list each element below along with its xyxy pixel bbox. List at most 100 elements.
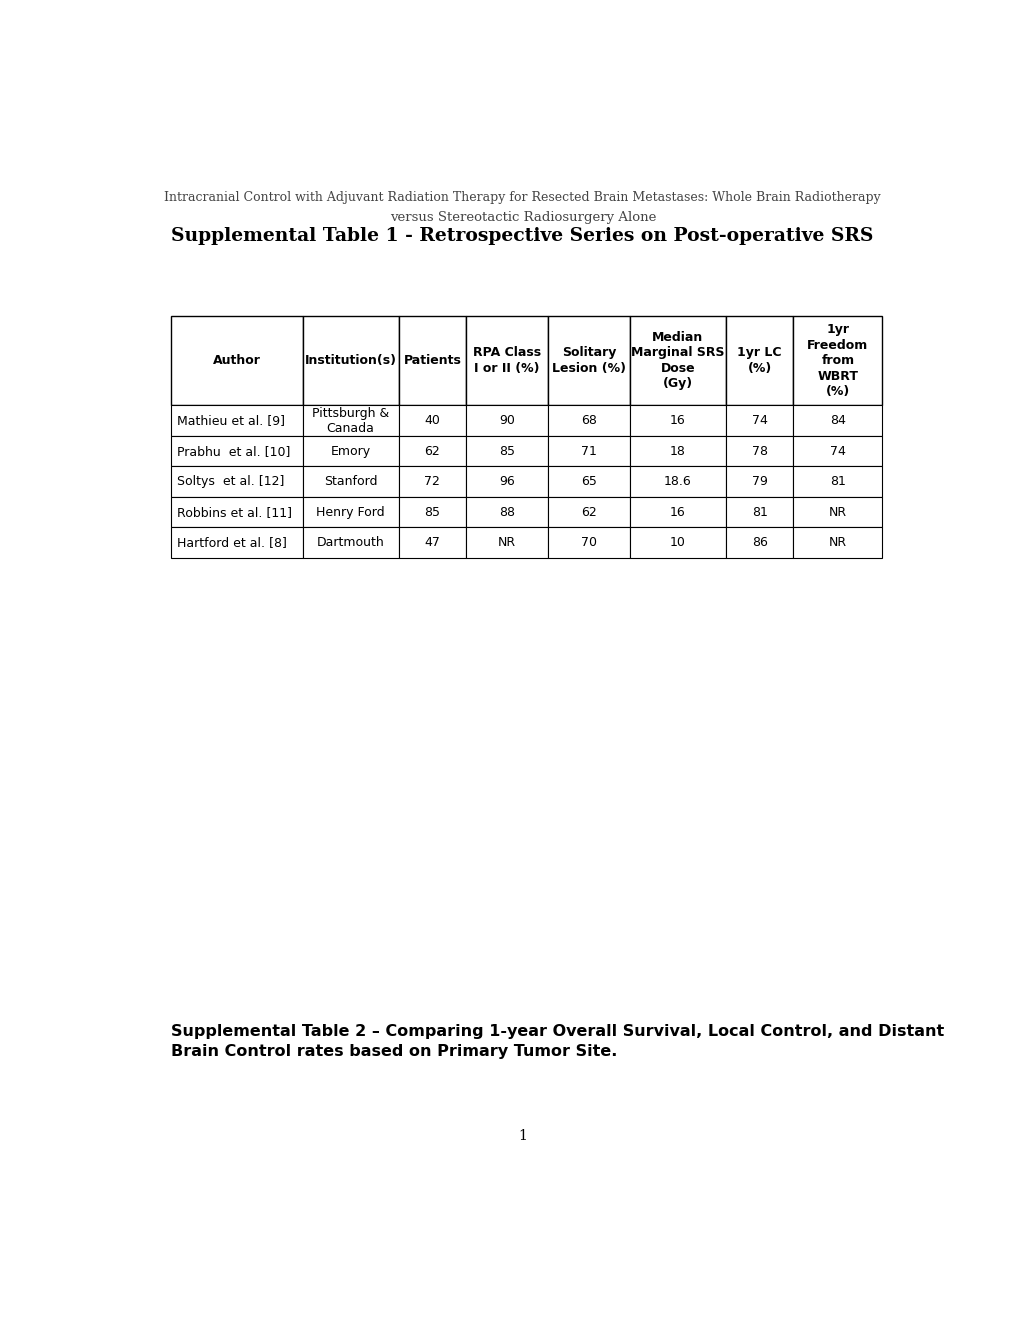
Bar [793,315,881,405]
Text: NR: NR [497,536,516,549]
Text: 84: 84 [829,414,845,428]
Bar [171,528,303,558]
Text: Emory: Emory [330,445,370,458]
Bar [303,405,398,436]
Bar [726,436,793,466]
Bar [398,496,466,528]
Text: 81: 81 [751,506,767,519]
Bar [466,405,547,436]
Bar [171,436,303,466]
Bar [793,496,881,528]
Text: Intracranial Control with Adjuvant Radiation Therapy for Resected Brain Metastas: Intracranial Control with Adjuvant Radia… [164,190,880,203]
Text: 79: 79 [751,475,767,488]
Text: 85: 85 [424,506,440,519]
Text: Institution(s): Institution(s) [305,354,396,367]
Bar [547,528,630,558]
Bar [726,466,793,496]
Text: 70: 70 [581,536,596,549]
Text: Mathieu et al. [9]: Mathieu et al. [9] [176,414,284,428]
Text: 96: 96 [498,475,515,488]
Bar [630,405,726,436]
Bar [303,466,398,496]
Text: 72: 72 [424,475,440,488]
Text: 1yr
Freedom
from
WBRT
(%): 1yr Freedom from WBRT (%) [807,323,868,399]
Bar [398,528,466,558]
Bar [303,528,398,558]
Bar [726,528,793,558]
Bar [630,466,726,496]
Text: 47: 47 [424,536,440,549]
Text: 1: 1 [518,1129,527,1143]
Bar [793,528,881,558]
Bar [466,496,547,528]
Bar [547,436,630,466]
Bar [466,436,547,466]
Text: Stanford: Stanford [324,475,377,488]
Text: 18.6: 18.6 [663,475,691,488]
Bar [171,315,303,405]
Text: Henry Ford: Henry Ford [316,506,384,519]
Bar [171,466,303,496]
Text: 10: 10 [669,536,685,549]
Text: NR: NR [828,536,846,549]
Text: RPA Class
I or II (%): RPA Class I or II (%) [473,346,541,375]
Text: 74: 74 [751,414,767,428]
Bar [398,405,466,436]
Bar [726,405,793,436]
Bar [303,315,398,405]
Bar [630,315,726,405]
Bar [726,315,793,405]
Bar [171,405,303,436]
Text: Soltys  et al. [12]: Soltys et al. [12] [176,475,283,488]
Text: 62: 62 [581,506,596,519]
Text: 1yr LC
(%): 1yr LC (%) [737,346,782,375]
Text: 71: 71 [581,445,596,458]
Bar [466,528,547,558]
Bar [398,436,466,466]
Text: Prabhu  et al. [10]: Prabhu et al. [10] [176,445,289,458]
Text: 81: 81 [829,475,845,488]
Bar [630,436,726,466]
Text: 78: 78 [751,445,767,458]
Bar [466,466,547,496]
Text: Supplemental Table 2 – Comparing 1-year Overall Survival, Local Control, and Dis: Supplemental Table 2 – Comparing 1-year … [171,1024,944,1059]
Bar [303,496,398,528]
Text: Median
Marginal SRS
Dose
(Gy): Median Marginal SRS Dose (Gy) [631,331,723,391]
Bar [793,405,881,436]
Text: Pittsburgh &
Canada: Pittsburgh & Canada [312,407,389,434]
Text: 65: 65 [581,475,596,488]
Text: 18: 18 [669,445,685,458]
Bar [547,315,630,405]
Bar [398,315,466,405]
Bar [547,496,630,528]
Text: Hartford et al. [8]: Hartford et al. [8] [176,536,286,549]
Text: Patients: Patients [404,354,461,367]
Text: versus Stereotactic Radiosurgery Alone: versus Stereotactic Radiosurgery Alone [389,211,655,224]
Bar [630,528,726,558]
Text: 88: 88 [498,506,515,519]
Text: NR: NR [828,506,846,519]
Text: Author: Author [213,354,261,367]
Text: 62: 62 [424,445,440,458]
Text: Supplemental Table 1 - Retrospective Series on Post-operative SRS: Supplemental Table 1 - Retrospective Ser… [171,227,872,244]
Bar [726,496,793,528]
Text: Robbins et al. [11]: Robbins et al. [11] [176,506,291,519]
Text: Solitary
Lesion (%): Solitary Lesion (%) [551,346,626,375]
Bar [398,466,466,496]
Bar [630,496,726,528]
Text: 90: 90 [498,414,515,428]
Bar [466,315,547,405]
Bar [793,436,881,466]
Text: 40: 40 [424,414,440,428]
Text: 16: 16 [669,414,685,428]
Text: 68: 68 [581,414,596,428]
Text: 85: 85 [498,445,515,458]
Bar [793,466,881,496]
Bar [547,466,630,496]
Text: Dartmouth: Dartmouth [317,536,384,549]
Text: 16: 16 [669,506,685,519]
Bar [547,405,630,436]
Bar [303,436,398,466]
Text: 74: 74 [829,445,845,458]
Text: 86: 86 [751,536,767,549]
